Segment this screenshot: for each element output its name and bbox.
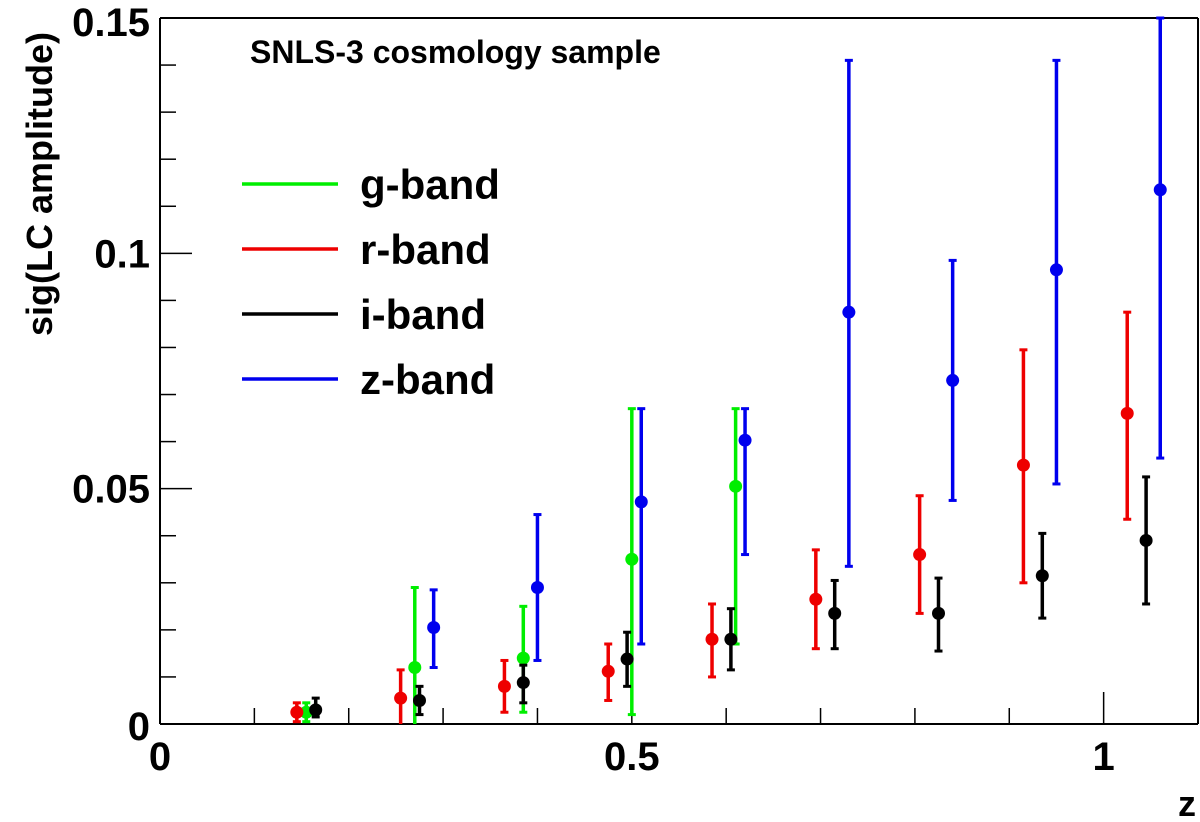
data-point [738,433,752,447]
data-point [946,373,960,387]
x-tick-label: 0 [149,735,171,779]
data-point [842,305,856,319]
data-point [1139,533,1153,547]
series-marks [290,16,1167,724]
data-point [1049,263,1063,277]
data-point [601,664,615,678]
x-axis-title: z [1178,783,1196,822]
data-point [530,581,544,595]
data-point [828,606,842,620]
data-point [394,691,408,705]
data-point [625,552,639,566]
legend-label-z-band: z-band [360,356,495,403]
data-point [913,548,927,562]
data-point [724,632,738,646]
data-point [309,703,323,717]
data-point [413,693,426,707]
data-point [1035,569,1049,583]
data-point [620,652,634,666]
legend: g-band r-band i-band z-band [242,161,500,403]
data-point [290,705,304,719]
y-axis-title: sig(LC amplitude) [19,32,60,336]
data-point [497,679,511,693]
y-tick-label: 0.05 [72,468,150,512]
data-point [705,632,719,646]
data-point [634,495,648,509]
data-point [427,621,441,635]
data-point [1120,406,1134,420]
y-tick-label: 0 [128,705,150,749]
series-r-band [290,310,1134,724]
y-tick-label: 0.1 [94,232,150,276]
data-point [932,606,945,620]
tick-labels: 0 0.5 1 0 0.05 0.1 0.15 [72,1,1115,779]
legend-label-r-band: r-band [360,226,491,273]
data-point [1153,183,1167,197]
legend-label-g-band: g-band [360,161,500,208]
chart-title: SNLS-3 cosmology sample [250,34,661,70]
x-tick-label: 1 [1093,735,1115,779]
data-point [516,676,530,690]
ticks [159,17,1199,725]
data-point [516,651,530,665]
data-point [809,592,823,606]
x-tick-label: 0.5 [604,735,660,779]
series-z-band [427,16,1167,670]
data-point [1016,458,1030,472]
series-g-band [299,407,743,724]
y-tick-label: 0.15 [72,1,150,45]
axes [159,17,1199,725]
legend-label-i-band: i-band [360,291,486,338]
series-i-band [309,475,1153,719]
data-point [729,479,743,493]
data-point [408,661,422,675]
